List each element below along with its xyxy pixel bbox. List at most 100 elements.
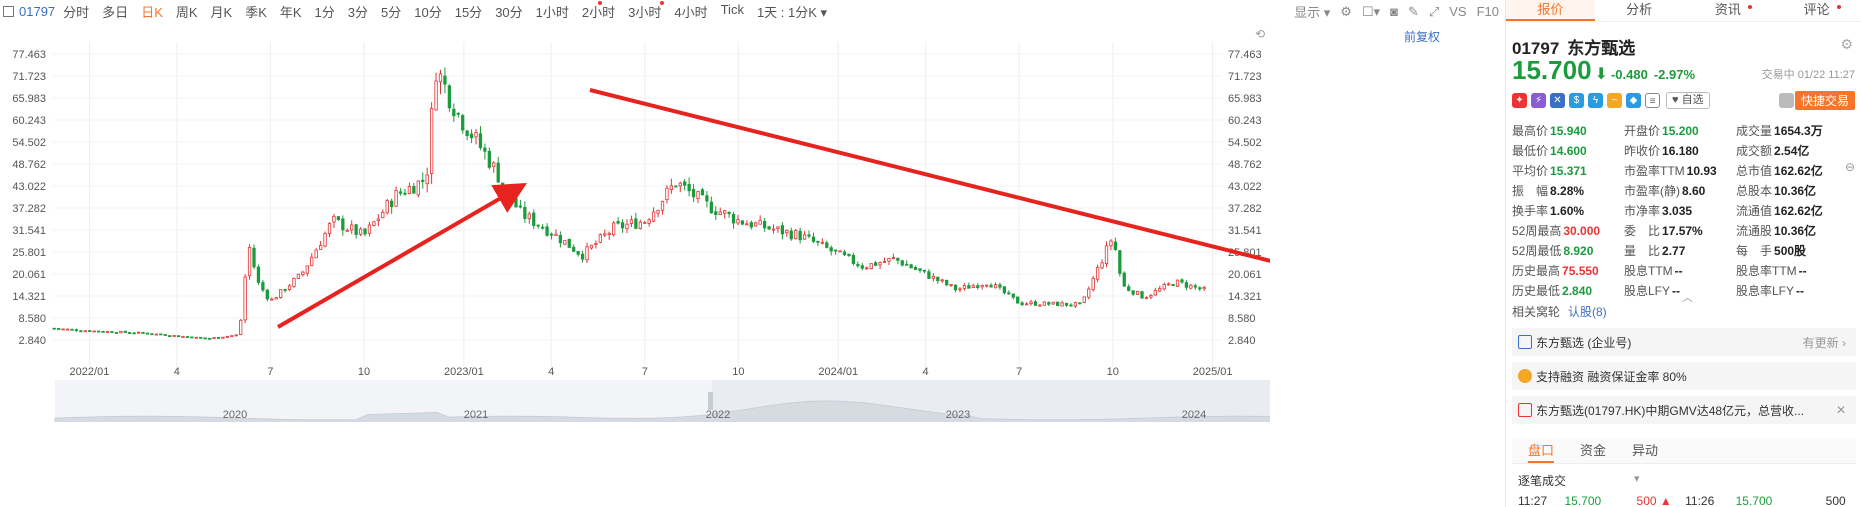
period-option[interactable]: 10分 <box>414 4 442 20</box>
period-option[interactable]: 日K <box>141 4 163 20</box>
candle-body <box>336 216 341 221</box>
candle-body <box>691 188 696 198</box>
candle-body <box>794 230 798 240</box>
candle-body <box>1002 286 1007 294</box>
more-icon[interactable]: ⊖ <box>1844 160 1855 174</box>
quote-cell: 市净率 3.035 <box>1624 202 1736 219</box>
camera-icon[interactable]: ◙ <box>1390 4 1398 19</box>
period-option[interactable]: 分时 <box>63 4 90 20</box>
candle-body <box>1113 241 1118 251</box>
period-option[interactable]: 30分 <box>495 4 523 20</box>
last-price: 15.700 <box>1512 55 1592 85</box>
candle-body <box>829 247 833 252</box>
period-option[interactable]: Tick <box>720 1 744 17</box>
period-option[interactable]: 1分 <box>314 4 335 20</box>
period-option[interactable]: 3小时 <box>628 4 662 20</box>
candle-body <box>745 223 749 226</box>
candle-body <box>532 212 536 226</box>
quote-cell: 流通值 162.62亿 <box>1736 202 1854 219</box>
company-update: 有更新 › <box>1802 335 1846 350</box>
period-option[interactable]: 3分 <box>347 4 369 20</box>
trend-icon[interactable]: ~ <box>1607 93 1622 108</box>
add-watchlist-button[interactable]: ♥ 自选 <box>1666 92 1710 109</box>
panel-tab[interactable]: 评论 <box>1772 0 1861 21</box>
reset-zoom-icon[interactable]: ⟲ <box>1255 27 1265 41</box>
display-dropdown[interactable]: 显示 ▾ <box>1294 5 1331 20</box>
swap-icon[interactable]: ✕ <box>1550 93 1565 108</box>
collapse-chevron-icon[interactable]: ︿ <box>1682 292 1693 304</box>
x-tick-label: 7 <box>642 366 648 378</box>
period-option[interactable]: 1小时 <box>535 4 569 20</box>
quote-value: 17.57% <box>1662 224 1703 238</box>
candle-body <box>896 257 900 261</box>
navigator-year-label: 2022 <box>706 409 730 421</box>
period-option[interactable]: 1天 : 1分K ▾ <box>756 4 828 20</box>
period-option[interactable]: 多日 <box>102 4 129 20</box>
period-option[interactable]: 周K <box>175 4 198 20</box>
y-tick-label: 43.022 <box>12 181 46 193</box>
stock-name: 东方甄选 <box>1567 39 1636 58</box>
candle-body <box>980 284 984 288</box>
candle-body <box>261 282 265 291</box>
data-tab[interactable]: 盘口 <box>1528 438 1555 463</box>
candle-body <box>145 332 150 335</box>
fullscreen-icon[interactable]: ⤢ <box>1428 3 1440 19</box>
period-option[interactable]: 2小时 <box>581 4 616 20</box>
candle-body <box>287 285 292 291</box>
candle-body <box>1122 272 1126 287</box>
candle-body <box>572 246 576 252</box>
quote-value: -- <box>1674 264 1683 278</box>
candle-body <box>678 182 682 187</box>
panel-tab[interactable]: 资讯 <box>1684 0 1773 21</box>
notes-icon[interactable]: ≡ <box>1645 93 1660 108</box>
trade-time: 11:27 <box>1518 494 1548 507</box>
period-option[interactable]: 4小时 <box>674 4 708 20</box>
bell-icon[interactable] <box>1779 93 1794 108</box>
candle-body <box>958 288 962 291</box>
candle-body <box>651 211 656 222</box>
warrants-link[interactable]: 认股(8) <box>1568 305 1607 319</box>
margin-row[interactable]: 支持融资 融资保证金率 80% <box>1512 362 1856 390</box>
candle-body <box>647 219 651 224</box>
period-option[interactable]: 5分 <box>381 4 402 20</box>
candle-body <box>358 228 363 235</box>
draw-icon[interactable]: ✎ <box>1407 3 1419 19</box>
period-option[interactable]: 年K <box>279 4 302 20</box>
company-account-row[interactable]: 东方甄选 (企业号) 有更新 › <box>1512 328 1856 356</box>
data-tab[interactable]: 资金 <box>1580 443 1607 458</box>
candle-body <box>447 85 452 109</box>
period-option[interactable]: 月K <box>210 4 233 20</box>
indicator-icon[interactable]: ☐▾ <box>1361 3 1381 19</box>
tag-icon[interactable]: ◆ <box>1626 93 1641 108</box>
dollar-icon[interactable]: $ <box>1569 93 1584 108</box>
y-tick-label: 77.463 <box>1228 49 1262 61</box>
f10-button[interactable]: F10 <box>1476 4 1499 19</box>
bolt-icon[interactable]: ϟ <box>1588 93 1603 108</box>
panel-tab[interactable]: 分析 <box>1626 2 1653 17</box>
stock-code[interactable]: 01797 <box>19 3 56 19</box>
period-option[interactable]: 季K <box>245 4 267 20</box>
period-option[interactable]: 15分 <box>454 4 483 20</box>
quick-trade-button[interactable]: 快捷交易 <box>1794 91 1855 110</box>
close-icon[interactable]: ✕ <box>1835 403 1846 417</box>
candle-body <box>429 108 434 174</box>
settings-icon[interactable]: ⚙ <box>1340 3 1352 19</box>
vs-button[interactable]: VS <box>1449 4 1467 19</box>
chevron-down-icon[interactable]: ▾ <box>1634 473 1640 485</box>
star-badge-icon[interactable]: ✦ <box>1512 93 1527 108</box>
adjust-mode-button[interactable]: 前复权 <box>1404 30 1441 44</box>
candle-body <box>416 180 420 196</box>
candle-body <box>616 221 620 224</box>
lightning-icon[interactable]: ⚡ <box>1531 93 1546 108</box>
news-row[interactable]: 东方甄选(01797.HK)中期GMV达48亿元，总营收... ✕ <box>1512 396 1856 424</box>
gear-icon[interactable]: ⚙ <box>1840 36 1853 52</box>
layout-icon[interactable] <box>3 5 14 17</box>
quote-label: 量 比 <box>1624 244 1661 258</box>
candle-body <box>656 209 660 214</box>
quote-cell: 成交量 1654.3万 <box>1736 122 1854 139</box>
kline-chart[interactable]: 2022/01 4 7 10 2023/01 4 7 10 2024/01 4 7 10 2025/01… <box>0 22 1270 507</box>
panel-tab[interactable]: 报价 <box>1506 0 1595 21</box>
data-tab[interactable]: 异动 <box>1632 443 1659 458</box>
y-tick-label: 37.282 <box>1228 203 1262 215</box>
candle-body <box>1184 282 1189 288</box>
